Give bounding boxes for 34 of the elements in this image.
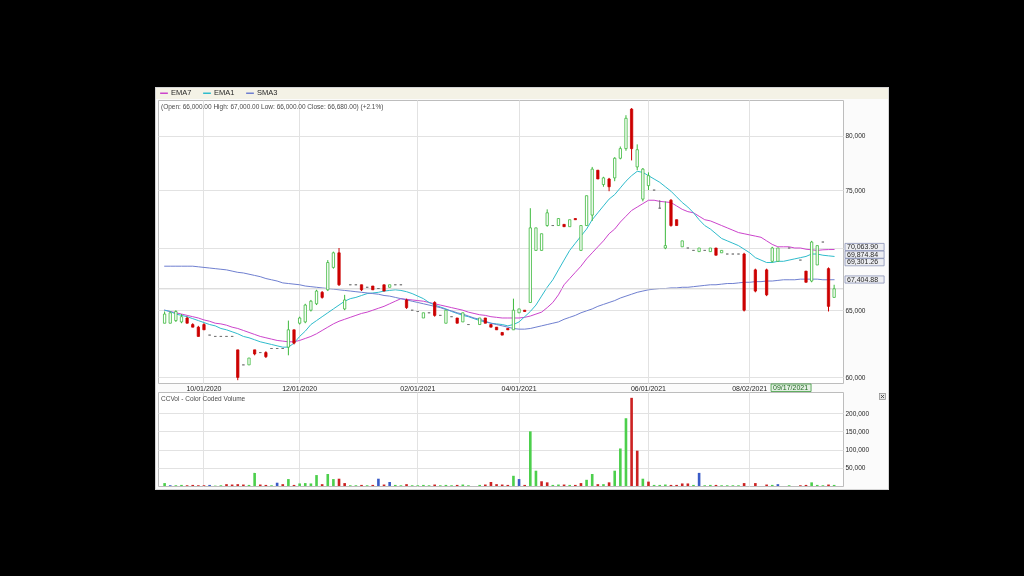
bar bbox=[647, 481, 650, 486]
bar bbox=[253, 472, 256, 486]
candlestick bbox=[534, 227, 538, 251]
candlestick bbox=[613, 156, 617, 182]
bar bbox=[585, 479, 588, 486]
bar bbox=[540, 481, 543, 486]
candlestick bbox=[815, 245, 819, 266]
bar bbox=[630, 397, 633, 486]
bar bbox=[388, 481, 391, 486]
bar bbox=[635, 450, 639, 486]
candlestick bbox=[635, 143, 639, 171]
bar bbox=[613, 470, 617, 486]
line-series bbox=[164, 265, 835, 330]
line-series bbox=[164, 170, 835, 348]
bar bbox=[590, 473, 594, 486]
bar bbox=[810, 482, 813, 486]
bar bbox=[315, 475, 318, 486]
bar bbox=[377, 478, 380, 486]
bar bbox=[326, 473, 330, 486]
bar bbox=[754, 483, 757, 486]
bar bbox=[332, 479, 335, 486]
bar bbox=[298, 483, 301, 486]
bar bbox=[287, 479, 290, 486]
bar bbox=[680, 483, 684, 486]
bar bbox=[529, 431, 532, 486]
bar bbox=[545, 482, 549, 486]
bar bbox=[163, 483, 166, 486]
bar bbox=[303, 483, 307, 486]
candlestick bbox=[663, 200, 667, 250]
bar bbox=[512, 475, 515, 486]
candlestick bbox=[286, 320, 290, 356]
bar bbox=[343, 483, 346, 486]
bar bbox=[619, 448, 622, 486]
candlestick bbox=[511, 298, 515, 331]
